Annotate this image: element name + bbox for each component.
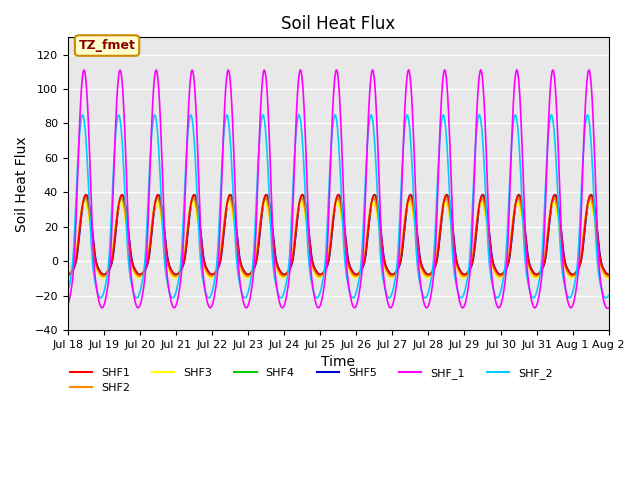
- SHF3: [184, 219, 192, 225]
- SHF5: [213, 268, 221, 274]
- SHF2: [74, 241, 81, 247]
- SHF4: [184, 222, 192, 228]
- SHF1: [184, 223, 192, 229]
- SHF1: [605, 272, 612, 277]
- SHF1: [404, 198, 412, 204]
- SHF3: [369, 200, 377, 206]
- Line: SHF3: SHF3: [68, 203, 609, 278]
- SHF_2: [420, 294, 428, 300]
- SHF_1: [604, 305, 612, 311]
- Line: SHF_1: SHF_1: [68, 70, 609, 308]
- SHF2: [81, 195, 89, 201]
- SHF3: [74, 240, 81, 245]
- SHF5: [64, 272, 72, 278]
- Line: SHF4: SHF4: [68, 198, 609, 275]
- SHF3: [213, 267, 221, 273]
- SHF1: [587, 192, 595, 198]
- SHF_1: [404, 69, 412, 74]
- SHF2: [185, 213, 193, 218]
- SHF2: [404, 196, 412, 202]
- SHF_2: [404, 113, 412, 119]
- SHF_2: [605, 293, 612, 299]
- SHF1: [420, 267, 428, 273]
- Line: SHF2: SHF2: [68, 198, 609, 276]
- SHF4: [605, 272, 612, 278]
- Line: SHF5: SHF5: [68, 195, 609, 275]
- SHF1: [213, 267, 221, 273]
- Y-axis label: Soil Heat Flux: Soil Heat Flux: [15, 136, 29, 231]
- Title: Soil Heat Flux: Soil Heat Flux: [281, 15, 396, 33]
- SHF4: [213, 267, 221, 273]
- SHF3: [605, 276, 612, 281]
- SHF4: [420, 269, 428, 275]
- SHF4: [404, 197, 412, 203]
- SHF4: [129, 264, 137, 270]
- SHF_2: [213, 261, 221, 266]
- SHF_2: [64, 287, 72, 292]
- SHF3: [64, 275, 72, 280]
- SHF_2: [602, 295, 609, 301]
- SHF_1: [74, 175, 81, 180]
- SHF3: [404, 201, 412, 206]
- SHF_2: [129, 288, 137, 294]
- SHF5: [335, 192, 342, 198]
- SHF5: [74, 250, 81, 255]
- SHF2: [605, 274, 612, 279]
- SHF3: [129, 268, 137, 274]
- SHF_1: [184, 112, 192, 118]
- Line: SHF1: SHF1: [68, 195, 609, 275]
- Legend: SHF1, SHF2, SHF3, SHF4, SHF5, SHF_1, SHF_2: SHF1, SHF2, SHF3, SHF4, SHF5, SHF_1, SHF…: [65, 363, 557, 398]
- SHF2: [214, 265, 221, 271]
- SHF5: [605, 272, 612, 277]
- SHF_1: [129, 289, 137, 295]
- SHF4: [74, 244, 81, 250]
- SHF5: [404, 196, 412, 202]
- SHF_1: [64, 301, 72, 307]
- SHF2: [64, 273, 72, 279]
- SHF1: [64, 272, 72, 277]
- SHF_2: [184, 127, 192, 132]
- SHF1: [129, 264, 137, 269]
- SHF2: [130, 268, 138, 274]
- SHF5: [129, 262, 137, 268]
- X-axis label: Time: Time: [321, 355, 355, 370]
- SHF2: [420, 271, 428, 276]
- Line: SHF_2: SHF_2: [68, 115, 609, 298]
- SHF_1: [420, 301, 428, 307]
- SHF4: [334, 195, 342, 201]
- SHF4: [64, 272, 72, 277]
- SHF_2: [74, 164, 81, 170]
- SHF_1: [404, 67, 412, 73]
- SHF_2: [440, 112, 447, 118]
- Text: TZ_fmet: TZ_fmet: [79, 39, 136, 52]
- SHF3: [420, 273, 428, 279]
- SHF5: [420, 268, 428, 274]
- SHF5: [184, 227, 192, 233]
- SHF_1: [605, 305, 612, 311]
- SHF_1: [213, 277, 221, 283]
- SHF1: [74, 247, 81, 252]
